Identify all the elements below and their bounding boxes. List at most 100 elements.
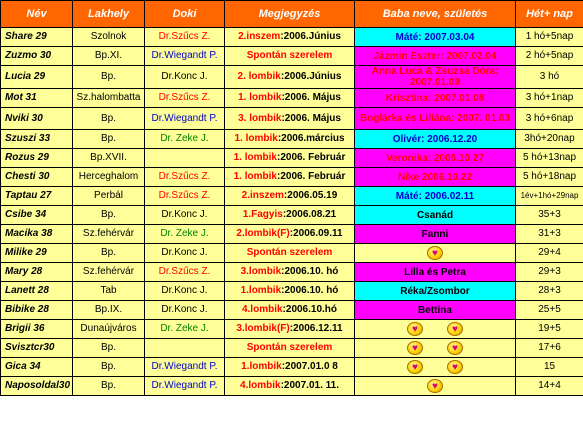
cell-city[interactable]: Sz.fehérvár — [72, 262, 145, 282]
cell-note[interactable]: 4.lombik:2006.10.hó — [224, 300, 355, 320]
cell-baby[interactable] — [354, 338, 516, 358]
cell-city[interactable]: Bp. — [72, 205, 145, 225]
cell-weeks[interactable]: 5 hó+13nap — [515, 148, 583, 168]
cell-city[interactable]: Bp.XVII. — [72, 148, 145, 168]
cell-baby[interactable]: Anna Luca & Zsuzsa Dóra: 2007.01.09 — [354, 65, 516, 89]
cell-note[interactable]: Spontán szerelem — [224, 243, 355, 263]
cell-baby[interactable] — [354, 319, 516, 339]
cell-note[interactable]: Spontán szerelem — [224, 338, 355, 358]
cell-city[interactable]: Bp.IX. — [72, 300, 145, 320]
header-note[interactable]: Megjegyzés — [224, 0, 355, 28]
cell-name[interactable]: Svisztcr30 — [0, 338, 73, 358]
cell-note[interactable]: 2.inszem:2006.Június — [224, 27, 355, 47]
cell-doctor[interactable] — [144, 338, 225, 358]
cell-baby[interactable]: Nike 2006.10.22 — [354, 167, 516, 187]
cell-doctor[interactable]: Dr.Szűcs Z. — [144, 167, 225, 187]
cell-baby[interactable]: Lilla és Petra — [354, 262, 516, 282]
cell-name[interactable]: Nviki 30 — [0, 107, 73, 130]
cell-weeks[interactable]: 28+3 — [515, 281, 583, 301]
cell-name[interactable]: Lucia 29 — [0, 65, 73, 89]
cell-weeks[interactable]: 1 hó+5nap — [515, 27, 583, 47]
cell-city[interactable]: Bp. — [72, 357, 145, 377]
cell-city[interactable]: Perbál — [72, 186, 145, 206]
header-city[interactable]: Lakhely — [72, 0, 145, 28]
cell-doctor[interactable]: Dr.Konc J. — [144, 65, 225, 89]
cell-city[interactable]: Bp. — [72, 243, 145, 263]
cell-doctor[interactable]: Dr.Konc J. — [144, 243, 225, 263]
cell-name[interactable]: Milike 29 — [0, 243, 73, 263]
cell-doctor[interactable] — [144, 148, 225, 168]
cell-baby[interactable]: Jázmin Eszter: 2007.02.04 — [354, 46, 516, 66]
cell-note[interactable]: 3.lombik:2006.10. hó — [224, 262, 355, 282]
cell-doctor[interactable]: Dr.Wiegandt P. — [144, 376, 225, 396]
cell-weeks[interactable]: 25+5 — [515, 300, 583, 320]
cell-weeks[interactable]: 1év+1hó+29nap — [515, 186, 583, 206]
cell-note[interactable]: 1.lombik:2006.10. hó — [224, 281, 355, 301]
header-name[interactable]: Név — [0, 0, 73, 28]
cell-city[interactable]: Sz.halombatta — [72, 88, 145, 108]
header-weeks[interactable]: Hét+ nap — [515, 0, 583, 28]
cell-name[interactable]: Lanett 28 — [0, 281, 73, 301]
cell-city[interactable]: Bp. — [72, 376, 145, 396]
header-doctor[interactable]: Doki — [144, 0, 225, 28]
cell-city[interactable]: Tab — [72, 281, 145, 301]
cell-baby[interactable]: Boglárka és Liliána: 2007. 01.03 — [354, 107, 516, 130]
cell-weeks[interactable]: 3 hó+1nap — [515, 88, 583, 108]
cell-note[interactable]: Spontán szerelem — [224, 46, 355, 66]
cell-weeks[interactable]: 31+3 — [515, 224, 583, 244]
cell-baby[interactable]: Fanni — [354, 224, 516, 244]
cell-name[interactable]: Chesti 30 — [0, 167, 73, 187]
cell-note[interactable]: 3.lombik(F):2006.12.11 — [224, 319, 355, 339]
cell-note[interactable]: 1. lombik:2006.március — [224, 129, 355, 149]
cell-name[interactable]: Mary 28 — [0, 262, 73, 282]
cell-weeks[interactable]: 2 hó+5nap — [515, 46, 583, 66]
cell-doctor[interactable]: Dr. Zeke J. — [144, 129, 225, 149]
cell-name[interactable]: Gica 34 — [0, 357, 73, 377]
cell-baby[interactable] — [354, 357, 516, 377]
cell-name[interactable]: Csibe 34 — [0, 205, 73, 225]
cell-baby[interactable]: Krisztina: 2007.01.08 — [354, 88, 516, 108]
cell-doctor[interactable]: Dr.Konc J. — [144, 281, 225, 301]
cell-baby[interactable] — [354, 376, 516, 396]
cell-doctor[interactable]: Dr.Konc J. — [144, 205, 225, 225]
cell-weeks[interactable]: 3 hó — [515, 65, 583, 89]
cell-city[interactable]: Bp.XI. — [72, 46, 145, 66]
cell-note[interactable]: 1. lombik:2006. Február — [224, 148, 355, 168]
cell-weeks[interactable]: 19+5 — [515, 319, 583, 339]
cell-note[interactable]: 3. lombik:2006. Május — [224, 107, 355, 130]
cell-baby[interactable]: Csanád — [354, 205, 516, 225]
cell-weeks[interactable]: 29+3 — [515, 262, 583, 282]
cell-baby[interactable]: Máté: 2007.03.04 — [354, 27, 516, 47]
cell-weeks[interactable]: 3hó+20nap — [515, 129, 583, 149]
cell-weeks[interactable]: 14+4 — [515, 376, 583, 396]
cell-city[interactable]: Bp. — [72, 65, 145, 89]
cell-city[interactable]: Herceghalom — [72, 167, 145, 187]
cell-baby[interactable]: Réka/Zsombor — [354, 281, 516, 301]
cell-city[interactable]: Bp. — [72, 338, 145, 358]
cell-note[interactable]: 1.Fagyis:2006.08.21 — [224, 205, 355, 225]
cell-note[interactable]: 1. lombik:2006. Május — [224, 88, 355, 108]
cell-name[interactable]: Macika 38 — [0, 224, 73, 244]
cell-name[interactable]: Taptau 27 — [0, 186, 73, 206]
cell-city[interactable]: Bp. — [72, 107, 145, 130]
cell-name[interactable]: Zuzmo 30 — [0, 46, 73, 66]
cell-note[interactable]: 4.lombik:2007.01. 11. — [224, 376, 355, 396]
cell-note[interactable]: 1. lombik:2006. Február — [224, 167, 355, 187]
cell-weeks[interactable]: 3 hó+6nap — [515, 107, 583, 130]
cell-city[interactable]: Szolnok — [72, 27, 145, 47]
cell-doctor[interactable]: Dr. Zeke J. — [144, 224, 225, 244]
cell-note[interactable]: 2. lombik:2006.Június — [224, 65, 355, 89]
cell-weeks[interactable]: 5 hó+18nap — [515, 167, 583, 187]
cell-doctor[interactable]: Dr.Konc J. — [144, 300, 225, 320]
cell-name[interactable]: Brigii 36 — [0, 319, 73, 339]
cell-baby[interactable]: Veronika: 2006.10.27 — [354, 148, 516, 168]
cell-note[interactable]: 1.lombik:2007.01.0 8 — [224, 357, 355, 377]
cell-baby[interactable] — [354, 243, 516, 263]
cell-name[interactable]: Rozus 29 — [0, 148, 73, 168]
cell-name[interactable]: Naposoldal30 — [0, 376, 73, 396]
cell-doctor[interactable]: Dr.Wiegandt P. — [144, 46, 225, 66]
cell-weeks[interactable]: 29+4 — [515, 243, 583, 263]
cell-baby[interactable]: Bettina — [354, 300, 516, 320]
cell-name[interactable]: Share 29 — [0, 27, 73, 47]
cell-weeks[interactable]: 15 — [515, 357, 583, 377]
